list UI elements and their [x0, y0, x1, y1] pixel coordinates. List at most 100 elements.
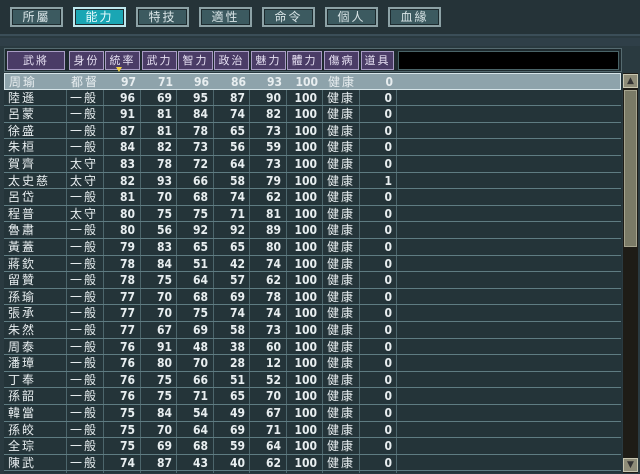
stat-武力: 70: [156, 190, 172, 205]
stat-統率: 75: [119, 422, 135, 437]
column-header-7[interactable]: 體力: [287, 51, 322, 70]
scroll-thumb[interactable]: [624, 90, 637, 247]
item-count: 0: [384, 455, 392, 470]
table-row[interactable]: 呂岱 一般 81 70 68 74 62 100 健康 0: [4, 189, 621, 206]
table-row[interactable]: 魯肅 一般 80 56 92 92 89 100 健康 0: [4, 222, 621, 239]
table-row[interactable]: 孫皎 一般 75 70 64 69 71 100 健康 0: [4, 422, 621, 439]
stat-體力: 100: [294, 389, 317, 404]
table-row[interactable]: 賀齊 太守 83 78 72 64 73 100 健康 0: [4, 156, 621, 173]
table-row[interactable]: 全琮 一般 75 69 68 59 64 100 健康 0: [4, 438, 621, 455]
table-row[interactable]: 周泰 一般 76 91 48 38 60 100 健康 0: [4, 339, 621, 356]
tab-1[interactable]: 能力: [73, 7, 126, 27]
stat-體力: 100: [294, 140, 317, 155]
officer-rank: 一般: [70, 422, 99, 437]
table-row[interactable]: 孫韶 一般 76 75 71 65 70 100 健康 0: [4, 388, 621, 405]
stat-體力: 100: [294, 206, 317, 221]
stat-武力: 75: [156, 389, 172, 404]
stat-武力: 84: [156, 256, 172, 271]
table-row[interactable]: 徐盛 一般 87 81 78 65 73 100 健康 0: [4, 123, 621, 140]
table-row[interactable]: 陳武 一般 74 87 43 40 62 100 健康 0: [4, 455, 621, 472]
stat-體力: 100: [294, 406, 317, 420]
stat-智力: 68: [192, 439, 208, 454]
stat-政治: 58: [229, 173, 245, 188]
table-row[interactable]: 呂蒙 一般 91 81 84 74 82 100 健康 0: [4, 106, 621, 123]
column-header-5[interactable]: 政治: [214, 51, 249, 70]
tab-5[interactable]: 個人: [325, 7, 378, 27]
table-row[interactable]: 朱然 一般 77 67 69 58 73 100 健康 0: [4, 322, 621, 339]
officer-name: 賀齊: [8, 157, 37, 171]
stat-統率: 76: [119, 339, 135, 354]
stat-統率: 87: [119, 123, 135, 138]
injury-status: 健康: [327, 190, 356, 205]
column-header-4[interactable]: 智力: [178, 51, 213, 70]
stat-武力: 93: [156, 173, 172, 188]
table-row[interactable]: 程普 太守 80 75 75 71 81 100 健康 0: [4, 206, 621, 223]
officer-rank: 一般: [70, 240, 99, 254]
injury-status: 健康: [327, 90, 356, 105]
table-row[interactable]: 潘璋 一般 76 80 70 28 12 100 健康 0: [4, 355, 621, 372]
stat-政治: 38: [229, 339, 245, 354]
scroll-up-icon[interactable]: ▲: [623, 74, 638, 88]
table-row[interactable]: 蔣欽 一般 78 84 51 42 74 100 健康 0: [4, 256, 621, 273]
table-row[interactable]: 周瑜 都督 97 71 96 86 93 100 健康 0: [4, 73, 621, 90]
stat-體力: 100: [294, 339, 317, 354]
table-row[interactable]: 太史慈 太守 82 93 66 58 79 100 健康 1: [4, 173, 621, 190]
officer-rank: 一般: [70, 107, 99, 122]
tab-3[interactable]: 適性: [199, 7, 252, 27]
table-row[interactable]: 留贊 一般 78 75 64 57 62 100 健康 0: [4, 272, 621, 289]
table-row[interactable]: 朱桓 一般 84 82 73 56 59 100 健康 0: [4, 139, 621, 156]
stat-智力: 66: [192, 173, 208, 188]
column-header-6[interactable]: 魅力: [251, 51, 286, 70]
stat-統率: 78: [119, 273, 135, 288]
stat-魅力: 62: [265, 273, 281, 288]
tab-6[interactable]: 血緣: [388, 7, 441, 27]
stat-魅力: 60: [265, 339, 281, 354]
stat-智力: 48: [192, 339, 208, 354]
table-row[interactable]: 張承 一般 77 70 75 74 74 100 健康 0: [4, 305, 621, 322]
stat-體力: 100: [294, 306, 317, 321]
stat-政治: 57: [229, 273, 245, 288]
officer-rank: 一般: [70, 289, 99, 304]
stat-體力: 100: [294, 107, 317, 122]
stat-統率: 77: [119, 306, 135, 321]
scroll-down-icon[interactable]: ▼: [623, 458, 638, 472]
table-row[interactable]: 陸遜 一般 96 69 95 87 90 100 健康 0: [4, 90, 621, 107]
stat-智力: 75: [192, 306, 208, 321]
column-header-1[interactable]: 身份: [69, 51, 104, 70]
stat-武力: 67: [156, 323, 172, 337]
stat-魅力: 74: [265, 306, 281, 321]
tab-4[interactable]: 命令: [262, 7, 315, 27]
officer-name: 陳武: [8, 455, 37, 470]
column-header-9[interactable]: 道具: [361, 51, 394, 70]
injury-status: 健康: [327, 240, 356, 254]
item-count: 0: [384, 157, 392, 171]
column-header-8[interactable]: 傷病: [324, 51, 359, 70]
column-header-0[interactable]: 武將: [7, 51, 65, 70]
stat-武力: 56: [156, 223, 172, 238]
scrollbar[interactable]: ▲ ▼: [623, 73, 638, 473]
tab-0[interactable]: 所屬: [10, 7, 63, 27]
stat-政治: 69: [229, 422, 245, 437]
table-row[interactable]: 孫瑜 一般 77 70 68 69 78 100 健康 0: [4, 289, 621, 306]
tab-2[interactable]: 特技: [136, 7, 189, 27]
stat-武力: 78: [156, 157, 172, 171]
stat-統率: 74: [119, 455, 135, 470]
stat-體力: 100: [294, 372, 317, 387]
column-header-3[interactable]: 武力: [142, 51, 177, 70]
stat-體力: 100: [294, 439, 317, 454]
stat-體力: 100: [294, 90, 317, 105]
officer-name: 朱然: [8, 323, 37, 337]
stat-智力: 64: [192, 422, 208, 437]
injury-status: 健康: [327, 273, 356, 288]
table-row[interactable]: 韓當 一般 75 84 54 49 67 100 健康 0: [4, 405, 621, 422]
stat-魅力: 80: [265, 240, 281, 254]
stat-體力: 100: [294, 123, 317, 138]
officer-name: 韓當: [8, 406, 37, 420]
table-row[interactable]: 丁奉 一般 76 75 66 51 52 100 健康 0: [4, 372, 621, 389]
stat-統率: 82: [119, 173, 135, 188]
stat-統率: 77: [119, 323, 135, 337]
table-row[interactable]: 黃蓋 一般 79 83 65 65 80 100 健康 0: [4, 239, 621, 256]
item-count: 0: [384, 439, 392, 454]
column-header-2[interactable]: 統率: [105, 51, 140, 70]
table-header: 武將 身份 統率 武力 智力 政治 魅力 體力 傷病 道具: [4, 48, 622, 72]
